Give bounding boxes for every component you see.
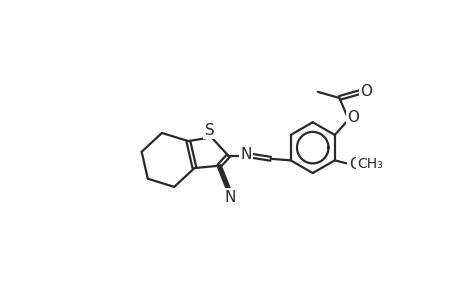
Text: N: N xyxy=(240,148,251,163)
Text: O: O xyxy=(359,84,371,99)
Text: CH₃: CH₃ xyxy=(357,157,382,171)
Text: O: O xyxy=(348,157,360,172)
Text: N: N xyxy=(224,190,235,205)
Text: S: S xyxy=(205,123,214,138)
Text: O: O xyxy=(347,110,358,125)
